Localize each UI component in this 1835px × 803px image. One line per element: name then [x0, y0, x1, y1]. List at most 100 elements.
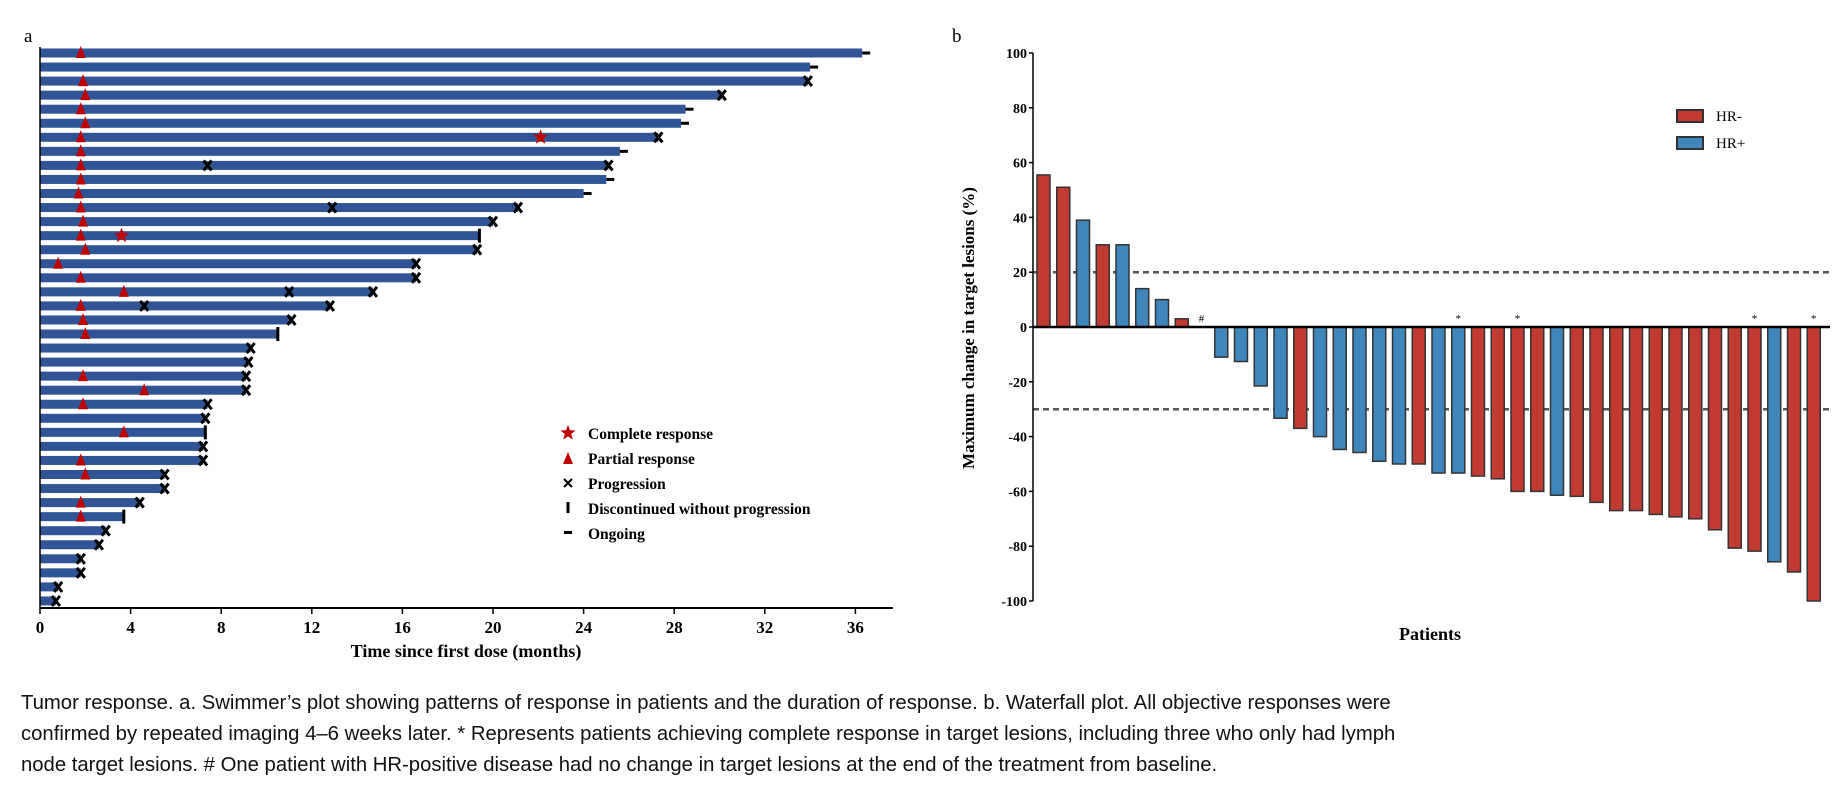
progression-marker: [245, 342, 256, 354]
progression-marker: [716, 89, 727, 102]
progression-marker: [487, 215, 499, 228]
waterfall-bar: [1135, 287, 1150, 328]
swimmer-bar: [40, 76, 808, 86]
partial-response-marker: [80, 88, 91, 101]
swimmer-bar: [40, 399, 208, 409]
waterfall-bar: [1075, 219, 1091, 328]
swimmer-bar: [40, 90, 722, 100]
progression-marker: [286, 314, 297, 326]
waterfall-bar: [1372, 326, 1387, 463]
progression-marker: [410, 271, 422, 284]
progression-marker: [52, 580, 64, 593]
partial-response-marker: [75, 453, 86, 466]
swimmer-bar: [40, 62, 811, 72]
waterfall-bar: [1549, 326, 1565, 496]
swimmer-bar: [40, 104, 686, 114]
progression-marker: [50, 595, 62, 607]
swimmer-bar: [40, 231, 480, 241]
swimmer-plot: 0 4 8 12 16 20 24 28 32 36 Complete response Partia…: [36, 46, 893, 637]
partial-response-marker: [75, 270, 86, 283]
legend-label: HR-: [1716, 109, 1742, 125]
partial-response-marker: [75, 144, 86, 157]
progression-marker: [159, 482, 170, 495]
swimmer-bar: [40, 329, 278, 339]
y-tick-label: -60: [1008, 485, 1027, 500]
swimmer-bar: [40, 498, 140, 508]
discontinued-marker: [477, 228, 481, 243]
y-tick-label: 60: [1013, 157, 1027, 172]
figure: a 0 4 8 12 16 20 24 28 32 36 Complete response Part…: [24, 26, 1830, 662]
swimmer-bar: [40, 160, 609, 170]
swimmer-bar: [40, 484, 165, 494]
partial-response-marker: [75, 509, 86, 522]
discontinued-marker: [276, 327, 280, 341]
ongoing-marker: [583, 192, 592, 195]
x-tick-label: 0: [36, 618, 45, 637]
waterfall-bar: [1431, 326, 1446, 474]
progression-marker: [240, 384, 252, 397]
panel-label-a: a: [24, 26, 33, 47]
legend-swatch: [1676, 136, 1704, 150]
partial-response-marker: [80, 327, 91, 339]
x-tick-label: 24: [575, 618, 593, 637]
progression-marker: [197, 440, 209, 453]
waterfall-bar: [1154, 298, 1170, 328]
progression-marker: [139, 299, 150, 312]
waterfall-bar: [1451, 326, 1466, 474]
waterfall-bar: [1233, 326, 1249, 363]
complete-response-marker: [113, 227, 130, 243]
swimmer-bar: [40, 568, 81, 578]
partial-response-marker: [78, 74, 89, 87]
waterfall-bar: [1648, 326, 1663, 516]
legend-label: Discontinued without progression: [588, 501, 811, 518]
swimmer-bar: [40, 554, 81, 564]
y-tick-label: -80: [1008, 540, 1027, 555]
partial-response-marker: [78, 397, 89, 410]
waterfall-annotation: #: [1199, 313, 1205, 325]
legend-bar-icon: [566, 502, 570, 513]
waterfall-bar: [1391, 326, 1407, 465]
waterfall-bar: [1530, 326, 1545, 493]
ongoing-marker: [606, 177, 615, 181]
y-tick-label: -40: [1008, 431, 1027, 446]
swimmer-bar: [40, 189, 584, 198]
legend-label: Ongoing: [588, 526, 645, 543]
legend-label: Partial response: [588, 451, 695, 468]
progression-marker: [75, 552, 86, 565]
waterfall-bar: [1589, 326, 1604, 504]
swimmer-bar: [40, 259, 416, 269]
partial-response-marker: [78, 312, 89, 325]
partial-response-marker: [139, 383, 150, 396]
x-tick-label: 36: [847, 618, 864, 637]
progression-marker: [410, 257, 422, 270]
waterfall-bar: [1411, 326, 1426, 465]
progression-marker: [327, 201, 338, 214]
discontinued-marker: [122, 509, 126, 524]
x-tick-label: 16: [394, 618, 411, 637]
progression-marker: [603, 159, 614, 172]
progression-marker: [93, 538, 105, 551]
swimmer-bar: [40, 441, 204, 451]
legend-label: Complete response: [588, 426, 713, 443]
progression-marker: [802, 75, 814, 88]
waterfall-bar: [1510, 326, 1525, 493]
progression-marker: [324, 299, 336, 312]
legend-swatch: [1676, 109, 1704, 123]
partial-response-marker: [73, 186, 84, 199]
partial-response-marker: [118, 425, 129, 438]
y-tick-label: 80: [1013, 102, 1027, 117]
partial-response-marker: [75, 130, 86, 143]
waterfall-bar: [1332, 326, 1347, 451]
y-tick-label: -20: [1008, 376, 1027, 391]
waterfall-bar: [1628, 326, 1644, 512]
swimmer-bar: [40, 455, 204, 465]
legend-star-icon: [560, 425, 576, 440]
waterfall-bar: [1727, 326, 1742, 549]
partial-response-marker: [118, 284, 129, 297]
waterfall-bar: [1688, 326, 1703, 520]
swimmer-bar: [40, 301, 330, 311]
progression-marker: [134, 496, 145, 509]
complete-response-marker: [533, 129, 549, 144]
progression-marker: [471, 243, 483, 256]
swimmer-bar: [40, 287, 373, 297]
